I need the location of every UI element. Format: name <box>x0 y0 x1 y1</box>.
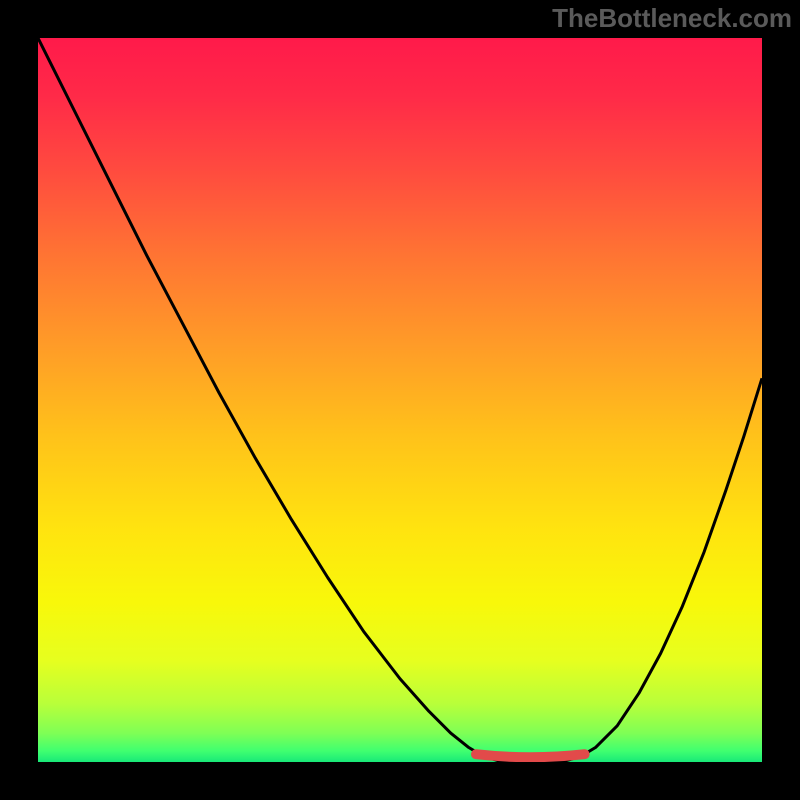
bottleneck-curve <box>38 38 762 762</box>
watermark-text: TheBottleneck.com <box>552 3 792 34</box>
optimal-range-marker <box>476 754 585 757</box>
chart-container: TheBottleneck.com <box>0 0 800 800</box>
plot-area <box>38 38 762 762</box>
curve-svg <box>38 38 762 762</box>
